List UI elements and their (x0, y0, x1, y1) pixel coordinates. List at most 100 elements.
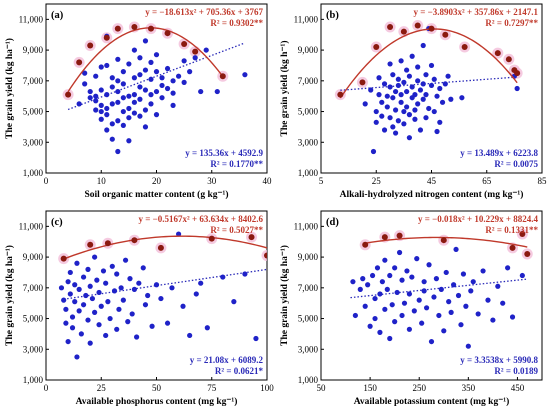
data-point (107, 315, 113, 322)
data-point (100, 268, 107, 274)
linear-equation: y = 3.3538x + 5990.8 (460, 355, 538, 365)
max-point (396, 232, 403, 239)
data-point (148, 76, 154, 82)
x-tick-label: 50 (317, 383, 327, 393)
data-point (357, 286, 363, 292)
data-point (382, 257, 388, 263)
data-point (83, 292, 89, 299)
data-point (431, 108, 437, 115)
data-point (104, 92, 110, 98)
data-point (176, 231, 182, 237)
data-point (374, 265, 381, 271)
data-point (394, 289, 400, 296)
data-point (76, 101, 82, 107)
data-point (129, 311, 135, 317)
data-point (87, 88, 93, 95)
data-point (120, 81, 126, 87)
data-point (412, 116, 418, 122)
data-point (80, 274, 87, 280)
x-tick-label: 25 (97, 383, 107, 393)
data-point (214, 88, 220, 95)
quadratic-r2: R² = 0.9302** (210, 18, 263, 28)
data-point (370, 148, 377, 155)
max-point (514, 70, 521, 77)
data-point (98, 116, 104, 122)
x-tick-label: 85 (538, 176, 548, 186)
quadratic-fit-curve (365, 236, 528, 248)
x-axis-title: Available phosphorus content (mg kg⁻¹) (76, 396, 238, 407)
data-point (514, 85, 520, 92)
data-point (58, 285, 65, 291)
data-point (98, 303, 104, 309)
data-point (398, 58, 404, 64)
data-point (104, 62, 110, 69)
data-point (423, 115, 429, 121)
data-point (193, 291, 199, 297)
plot-frame (320, 210, 543, 381)
data-point (120, 69, 126, 75)
data-point (104, 112, 110, 118)
data-point (414, 256, 420, 262)
max-point (87, 241, 94, 248)
data-point (490, 317, 496, 323)
x-tick-label: 65 (482, 176, 492, 186)
data-point (69, 314, 76, 320)
data-point (387, 84, 393, 90)
data-point (379, 113, 385, 119)
max-point (103, 34, 110, 41)
data-point (442, 81, 448, 87)
data-point (406, 291, 412, 297)
data-point (159, 95, 165, 101)
data-point (63, 306, 69, 312)
linear-equation: y = 13.489x + 6223.8 (460, 148, 538, 158)
max-point (264, 252, 267, 259)
data-point (376, 75, 382, 81)
max-point (461, 44, 468, 51)
data-point (368, 87, 374, 93)
data-point (398, 92, 404, 98)
data-point (412, 107, 418, 113)
data-point (438, 286, 444, 292)
data-point (436, 312, 442, 319)
data-point (61, 297, 67, 303)
data-point (76, 286, 82, 292)
plot-content (58, 231, 267, 360)
data-point (420, 96, 426, 102)
data-point (401, 121, 407, 127)
data-point (94, 277, 100, 283)
linear-equation: y = 135.36x + 4592.9 (185, 148, 263, 158)
data-point (98, 102, 104, 108)
data-point (127, 276, 133, 282)
max-point (505, 56, 512, 63)
panel-1: 1,000 3,000 5,000 7,000 9,000 11,000 0 10 20 30 40… (4, 3, 272, 200)
data-point (519, 272, 525, 279)
data-point (92, 309, 98, 315)
data-point (176, 73, 182, 79)
data-point (458, 322, 464, 328)
data-point (203, 47, 209, 53)
quadratic-r2: R² = 0.7297** (485, 18, 538, 28)
data-point (411, 308, 417, 314)
data-point (65, 338, 71, 345)
quadratic-fit-curve (67, 27, 224, 93)
data-point (131, 75, 137, 81)
data-point (367, 323, 373, 329)
data-point (87, 95, 93, 101)
max-point (373, 44, 380, 51)
data-point (164, 320, 171, 326)
data-point (417, 87, 424, 93)
x-tick-label: 75 (207, 383, 217, 393)
data-point (142, 107, 149, 113)
data-point (443, 269, 449, 276)
data-point (417, 127, 424, 133)
data-point (242, 271, 248, 277)
data-point (126, 93, 132, 99)
data-point (181, 79, 187, 85)
data-point (137, 72, 143, 78)
data-point (153, 282, 160, 288)
data-point (446, 299, 452, 305)
data-point (153, 88, 160, 95)
data-point (392, 319, 398, 325)
y-tick-label: 1,000 (23, 375, 44, 385)
data-point (480, 268, 486, 274)
